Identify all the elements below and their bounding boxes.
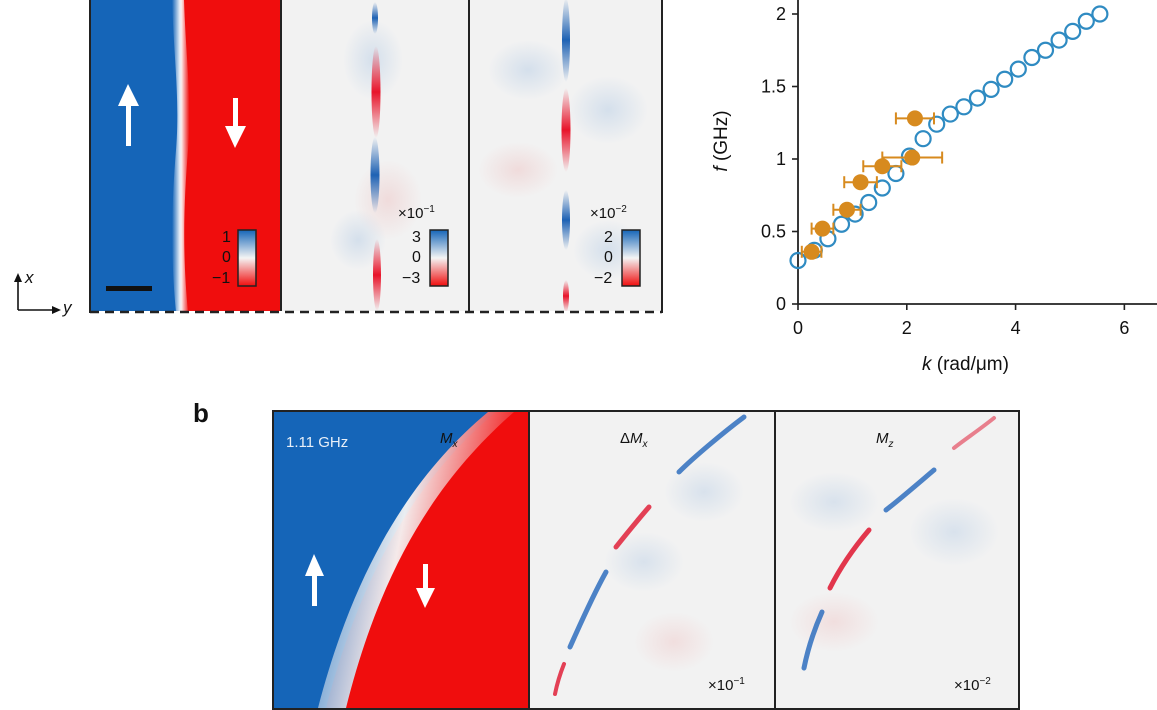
cb2-multiplier: ×10−1: [398, 204, 435, 222]
b-multiplier-1: ×10−1: [708, 676, 745, 694]
sim-point: [1077, 12, 1095, 30]
sim-point: [1023, 48, 1041, 67]
panel-b: 1.11 GHz Mx ΔMx Mz ×10−1 ×10−2: [272, 410, 1020, 710]
exp-point: [874, 158, 891, 175]
sim-point: [860, 193, 878, 212]
sim-point: [1036, 41, 1055, 59]
cb3-bottom: −2: [594, 270, 613, 287]
sim-point: [1050, 31, 1068, 49]
panel-a: 1 0 −1 ×10−1 3 0 −3 ×10−2 2 0 −2 x y: [0, 0, 680, 330]
sim-point: [789, 251, 807, 270]
sim-point: [1009, 60, 1027, 78]
sim-point: [914, 130, 932, 148]
up-arrow-icon: [118, 84, 139, 146]
down-arrow-icon: [225, 98, 246, 148]
cb3-multiplier: ×10−2: [590, 204, 627, 222]
scale-bar: [106, 286, 152, 291]
sim-point: [996, 70, 1014, 88]
exp-point: [852, 174, 869, 191]
cb1-mid: 0: [222, 249, 231, 266]
y-axis-label: f (GHz): [711, 110, 732, 172]
exp-point: [904, 149, 921, 166]
b-multiplier-2: ×10−2: [954, 676, 991, 694]
x-tick-label: 4: [1011, 318, 1021, 338]
exp-point: [803, 243, 820, 260]
axis-x-label: x: [25, 268, 34, 287]
dispersion-plot-area: 0 2 4 6 0 0.5 1 1.5 2: [761, 0, 1157, 338]
cb2-bottom: −3: [402, 270, 421, 287]
cb3-top: 2: [604, 229, 613, 246]
title-mx: Mx: [440, 430, 458, 450]
x-axis-label: k (rad/μm): [922, 354, 1009, 375]
y-tick-label: 0: [776, 294, 786, 314]
sim-point: [982, 80, 1000, 99]
sim-point: [941, 105, 959, 123]
cb2-top: 3: [412, 229, 421, 246]
cb1-bottom: −1: [212, 270, 231, 287]
y-tick-label: 1: [776, 149, 786, 169]
frequency-label: 1.11 GHz: [286, 434, 349, 451]
sim-point: [968, 89, 987, 107]
sim-point: [928, 115, 946, 133]
up-arrow-icon: [305, 554, 324, 606]
title-delta-mx: ΔMx: [620, 430, 648, 450]
panel-a-maps: [89, 0, 663, 314]
x-tick-label: 6: [1119, 318, 1129, 338]
sim-point: [1091, 5, 1109, 23]
sim-point: [873, 179, 891, 197]
y-tick-label: 0.5: [761, 222, 786, 242]
y-tick-label: 2: [776, 4, 786, 24]
x-tick-label: 2: [902, 318, 912, 338]
exp-point: [838, 201, 855, 218]
sim-point: [1064, 22, 1082, 40]
cb3-mid: 0: [604, 249, 613, 266]
axes-indicator-icon: [14, 273, 61, 314]
cb2-mid: 0: [412, 249, 421, 266]
exp-point: [814, 220, 831, 237]
exp-point: [906, 110, 923, 127]
dispersion-plot: 0 2 4 6 0 0.5 1 1.5 2 k (rad/μm) f (GHz): [690, 0, 1157, 390]
title-mz: Mz: [876, 430, 894, 450]
panel-b-maps: [274, 412, 1018, 708]
y-tick-label: 1.5: [761, 77, 786, 97]
sim-point: [955, 98, 973, 116]
x-tick-label: 0: [793, 318, 803, 338]
panel-b-letter: b: [193, 398, 209, 428]
axis-y-label: y: [63, 298, 72, 317]
cb1-top: 1: [222, 229, 231, 246]
down-arrow-icon: [416, 564, 435, 608]
sim-point: [832, 215, 851, 233]
